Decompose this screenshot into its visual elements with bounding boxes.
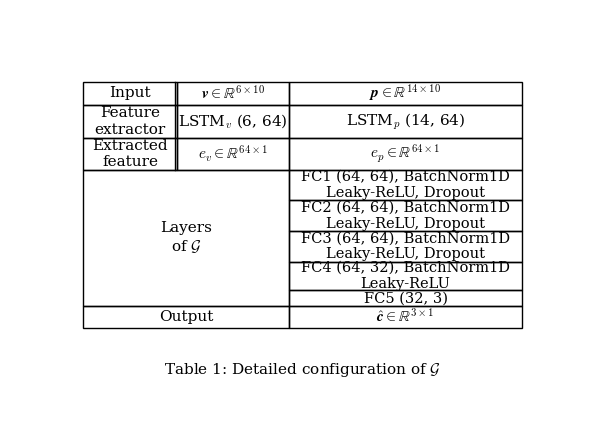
Text: FC2 (64, 64), BatchNorm1D
Leaky-ReLU, Dropout: FC2 (64, 64), BatchNorm1D Leaky-ReLU, Dr…	[301, 201, 510, 231]
Bar	[83, 82, 177, 105]
Bar	[177, 138, 289, 170]
Bar	[177, 82, 289, 105]
Text: Extracted
feature: Extracted feature	[92, 139, 168, 169]
Text: FC1 (64, 64), BatchNorm1D
Leaky-ReLU, Dropout: FC1 (64, 64), BatchNorm1D Leaky-ReLU, Dr…	[301, 170, 510, 200]
Bar	[289, 105, 522, 138]
Text: Table 1: Detailed configuration of $\mathcal{G}$: Table 1: Detailed configuration of $\mat…	[164, 361, 441, 378]
Text: Feature
extractor: Feature extractor	[94, 106, 166, 137]
Text: FC3 (64, 64), BatchNorm1D
Leaky-ReLU, Dropout: FC3 (64, 64), BatchNorm1D Leaky-ReLU, Dr…	[301, 231, 510, 261]
Bar	[289, 138, 522, 170]
Text: Layers
of $\mathcal{G}$: Layers of $\mathcal{G}$	[160, 221, 212, 255]
Bar	[289, 231, 522, 262]
Bar	[83, 306, 289, 328]
Text: $e_v \in \mathbb{R}^{64\times1}$: $e_v \in \mathbb{R}^{64\times1}$	[198, 144, 268, 164]
Text: $\boldsymbol{v} \in \mathbb{R}^{6\times10}$: $\boldsymbol{v} \in \mathbb{R}^{6\times1…	[201, 84, 266, 102]
Bar	[289, 306, 522, 328]
Text: LSTM$_p$ (14, 64): LSTM$_p$ (14, 64)	[346, 111, 466, 132]
Bar	[83, 138, 177, 170]
Text: $e_p \in \mathbb{R}^{64\times1}$: $e_p \in \mathbb{R}^{64\times1}$	[371, 143, 441, 165]
Bar	[289, 262, 522, 290]
Bar	[83, 105, 177, 138]
Text: $\boldsymbol{p} \in \mathbb{R}^{14\times10}$: $\boldsymbol{p} \in \mathbb{R}^{14\times…	[369, 83, 441, 104]
Text: LSTM$_v$ (6, 64): LSTM$_v$ (6, 64)	[178, 112, 288, 131]
Text: FC4 (64, 32), BatchNorm1D
Leaky-ReLU: FC4 (64, 32), BatchNorm1D Leaky-ReLU	[301, 261, 510, 291]
Text: Output: Output	[159, 310, 213, 324]
Bar	[83, 170, 289, 306]
Bar	[289, 290, 522, 306]
Bar	[289, 170, 522, 201]
Bar	[289, 201, 522, 231]
Text: FC5 (32, 3): FC5 (32, 3)	[363, 291, 448, 305]
Text: Input: Input	[109, 86, 151, 101]
Text: $\hat{\boldsymbol{c}} \in \mathbb{R}^{3\times1}$: $\hat{\boldsymbol{c}} \in \mathbb{R}^{3\…	[376, 308, 435, 326]
Bar	[177, 105, 289, 138]
Bar	[289, 82, 522, 105]
